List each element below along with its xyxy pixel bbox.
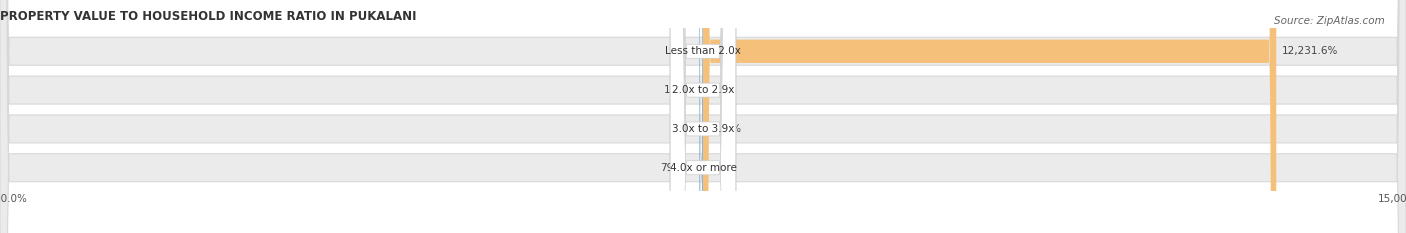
Text: 4.8%: 4.8%	[709, 163, 735, 173]
Text: Source: ZipAtlas.com: Source: ZipAtlas.com	[1274, 16, 1385, 26]
Text: PROPERTY VALUE TO HOUSEHOLD INCOME RATIO IN PUKALANI: PROPERTY VALUE TO HOUSEHOLD INCOME RATIO…	[0, 10, 416, 23]
Text: 6.2%: 6.2%	[709, 85, 735, 95]
Text: 2.0x to 2.9x: 2.0x to 2.9x	[672, 85, 734, 95]
Text: 12.1%: 12.1%	[664, 85, 697, 95]
Text: 4.0x or more: 4.0x or more	[669, 163, 737, 173]
FancyBboxPatch shape	[671, 0, 735, 233]
FancyBboxPatch shape	[703, 0, 1277, 233]
Text: 79.3%: 79.3%	[661, 163, 693, 173]
FancyBboxPatch shape	[671, 0, 735, 233]
Text: Less than 2.0x: Less than 2.0x	[665, 46, 741, 56]
Legend: Without Mortgage, With Mortgage: Without Mortgage, With Mortgage	[593, 230, 813, 233]
Text: 4.0%: 4.0%	[671, 124, 697, 134]
FancyBboxPatch shape	[699, 0, 703, 233]
Text: 4.6%: 4.6%	[671, 46, 697, 56]
Text: 11.4%: 11.4%	[709, 124, 742, 134]
FancyBboxPatch shape	[671, 0, 735, 233]
Text: 12,231.6%: 12,231.6%	[1282, 46, 1339, 56]
FancyBboxPatch shape	[671, 0, 735, 233]
Text: 3.0x to 3.9x: 3.0x to 3.9x	[672, 124, 734, 134]
